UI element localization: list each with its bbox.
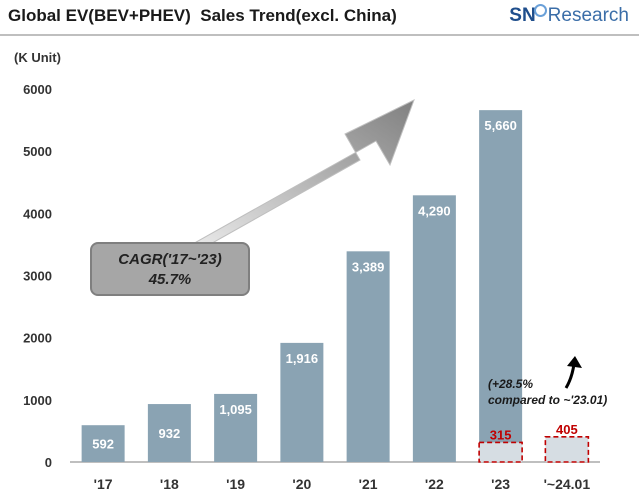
x-tick-label: '18 (160, 476, 179, 492)
y-axis-unit-label: (K Unit) (14, 50, 61, 65)
yoy-note-line1: (+28.5% (488, 377, 534, 391)
bar (147, 404, 191, 462)
bar (214, 393, 258, 462)
yoy-note-line2: compared to ~'23.01) (488, 393, 608, 407)
y-tick-label: 0 (45, 455, 52, 470)
bar-value-label: 592 (92, 437, 114, 452)
y-tick-label: 2000 (23, 331, 52, 346)
increase-arrow (564, 356, 582, 389)
y-axis: 0 1000 2000 3000 4000 5000 6000 (23, 82, 600, 470)
bar-value-label: 3,389 (352, 259, 385, 274)
yoy-note: (+28.5% compared to ~'23.01) (488, 376, 607, 408)
bar (81, 425, 125, 462)
bars: 592 932 1,095 1,916 3,389 4,290 5,660 315 405 (81, 110, 590, 463)
x-axis: '17 '18 '19 '20 '21 '22 '23 '~24.01 (94, 476, 591, 492)
bar (346, 251, 390, 462)
y-tick-label: 4000 (23, 206, 52, 221)
cagr-callout: CAGR('17~'23) 45.7% (90, 242, 250, 296)
sne-research-logo: SN Research (509, 4, 629, 26)
bar-value-label: 5,660 (484, 118, 517, 133)
title-divider (0, 34, 639, 36)
y-tick-label: 5000 (23, 144, 52, 159)
partial-bar (478, 441, 523, 463)
cagr-label: CAGR('17~'23) (118, 251, 222, 268)
partial-bar-value-label: 405 (556, 422, 578, 437)
x-tick-label: '22 (425, 476, 444, 492)
y-tick-label: 1000 (23, 393, 52, 408)
x-tick-label: '17 (94, 476, 113, 492)
cagr-value: 45.7% (148, 271, 192, 288)
logo-e-mark-icon (533, 4, 547, 17)
bar (280, 342, 324, 462)
bar (479, 110, 523, 463)
x-tick-label: '19 (226, 476, 245, 492)
x-tick-label: '20 (292, 476, 311, 492)
partial-bar (544, 436, 590, 463)
bar-value-label: 1,916 (286, 351, 319, 366)
partial-bar-value-label: 315 (490, 427, 512, 442)
y-tick-label: 6000 (23, 82, 52, 97)
chart-title: Global EV(BEV+PHEV) Sales Trend(excl. Ch… (8, 6, 397, 25)
growth-arrow (149, 98, 415, 279)
growth-arrow-shape (149, 98, 415, 279)
bar-value-label: 1,095 (219, 402, 252, 417)
y-tick-label: 3000 (23, 269, 52, 284)
increase-arrow-head (567, 356, 582, 368)
bar (412, 195, 456, 462)
x-tick-label: '23 (491, 476, 510, 492)
bar-value-label: 4,290 (418, 203, 451, 218)
x-tick-label: '~24.01 (544, 476, 591, 492)
bar-value-label: 932 (159, 426, 181, 441)
x-tick-label: '21 (359, 476, 378, 492)
